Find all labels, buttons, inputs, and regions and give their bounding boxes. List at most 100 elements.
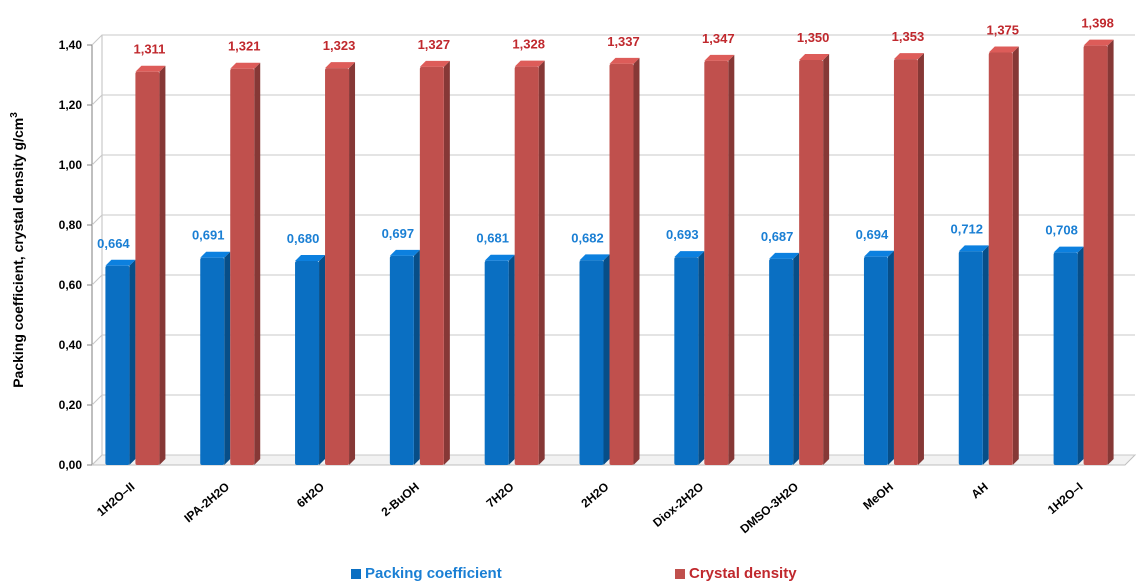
y-tick-label: 1,00 xyxy=(59,158,83,172)
bar-crystal-density-side xyxy=(443,60,450,466)
bar-crystal-density-side xyxy=(349,62,356,465)
x-category-label: 6H2O xyxy=(294,480,327,511)
bar-crystal-density xyxy=(988,46,1019,465)
bar-crystal-density-front xyxy=(419,66,444,466)
bar-crystal-density-top xyxy=(988,46,1019,53)
bar-packing-coefficient xyxy=(105,259,136,465)
bar-crystal-density-front xyxy=(609,63,634,466)
legend-swatch-density xyxy=(675,568,685,579)
bar-crystal-density xyxy=(135,65,166,465)
bar-packing-coefficient xyxy=(484,254,515,465)
x-category-label: 7H2O xyxy=(484,480,517,511)
y-tick-label: 0,60 xyxy=(59,278,83,292)
bar-crystal-density-front xyxy=(1083,45,1108,465)
bar-packing-coefficient-front xyxy=(958,251,983,465)
bar-crystal-density-front xyxy=(893,59,918,465)
bar-packing-coefficient-top xyxy=(200,251,231,258)
data-label-density: 1,337 xyxy=(607,34,640,49)
bar-packing-coefficient-front xyxy=(674,257,699,465)
gridline xyxy=(91,94,1135,106)
bar-crystal-density-top xyxy=(230,62,261,69)
data-label-density: 1,398 xyxy=(1081,16,1114,31)
bar-packing-coefficient xyxy=(1053,246,1084,465)
x-category-label: MeOH xyxy=(860,480,896,513)
bar-packing-coefficient-top xyxy=(674,251,705,258)
bar-crystal-density-front xyxy=(135,71,160,465)
bar-packing-coefficient xyxy=(200,251,231,465)
data-label-density: 1,350 xyxy=(797,30,830,45)
gridline xyxy=(91,154,1135,166)
bar-packing-coefficient-front xyxy=(769,258,794,465)
bar-crystal-density-top xyxy=(1083,39,1114,46)
data-label-packing: 0,693 xyxy=(666,227,699,242)
bar-packing-coefficient xyxy=(674,251,705,465)
bar-packing-coefficient-top xyxy=(863,250,894,257)
data-label-packing: 0,694 xyxy=(856,227,889,242)
data-label-packing: 0,664 xyxy=(97,236,130,251)
bar-crystal-density-top xyxy=(799,54,830,60)
data-label-packing: 0,697 xyxy=(382,226,415,241)
data-label-density: 1,321 xyxy=(228,39,261,54)
bar-packing-coefficient-top xyxy=(295,255,326,261)
bar-crystal-density xyxy=(325,62,356,465)
bar-crystal-density xyxy=(230,62,261,465)
y-tick-label: 0,80 xyxy=(59,218,83,232)
bar-packing-coefficient xyxy=(863,250,894,465)
data-label-density: 1,311 xyxy=(133,42,165,57)
bars-layer xyxy=(105,39,1114,466)
data-label-density: 1,347 xyxy=(702,31,735,46)
x-category-label: 2H2O xyxy=(578,480,611,511)
bar-crystal-density-top xyxy=(419,60,450,67)
data-label-packing: 0,680 xyxy=(287,231,320,246)
bar-crystal-density xyxy=(419,60,450,466)
bar-packing-coefficient-side xyxy=(887,250,894,465)
bar-crystal-density-side xyxy=(917,53,924,465)
y-tick-label: 0,40 xyxy=(59,338,83,352)
data-label-packing: 0,712 xyxy=(950,221,983,236)
bar-packing-coefficient xyxy=(389,249,420,465)
bar-crystal-density-front xyxy=(799,60,824,465)
legend-label-density: Crystal density xyxy=(689,565,797,582)
bar-packing-coefficient-side xyxy=(982,245,989,465)
bar-packing-coefficient-front xyxy=(295,261,320,465)
bar-packing-coefficient xyxy=(579,254,610,465)
bar-packing-coefficient-front xyxy=(1053,252,1078,465)
bar-packing-coefficient-front xyxy=(863,256,888,465)
bar-crystal-density-front xyxy=(230,68,255,465)
bar-packing-coefficient-top xyxy=(579,254,610,261)
bar-crystal-density-side xyxy=(633,57,640,466)
bar-crystal-density xyxy=(893,53,924,465)
bar-crystal-density xyxy=(704,54,735,466)
gridline xyxy=(91,214,1135,226)
x-category-label: 1H2O–I xyxy=(1045,480,1086,517)
bar-packing-coefficient-front xyxy=(389,255,414,465)
bar-crystal-density-front xyxy=(514,66,539,465)
bar-crystal-density-top xyxy=(135,65,166,72)
gridline xyxy=(91,34,1135,46)
legend-label-packing: Packing coefficient xyxy=(365,565,502,582)
legend-item-packing: Packing coefficient xyxy=(351,565,502,582)
bar-packing-coefficient-side xyxy=(603,254,610,465)
bar-crystal-density-top xyxy=(609,57,640,64)
bar-packing-coefficient-side xyxy=(1077,246,1084,465)
bar-crystal-density-top xyxy=(325,62,356,69)
x-category-label: DMSO-3H2O xyxy=(737,480,801,537)
bar-packing-coefficient-front xyxy=(105,265,130,465)
legend-item-density: Crystal density xyxy=(675,565,797,582)
x-category-label: IPA-2H2O xyxy=(181,480,232,526)
bar-packing-coefficient xyxy=(769,252,800,465)
legend-swatch-packing xyxy=(351,568,361,579)
bar-crystal-density xyxy=(1083,39,1114,465)
bar-packing-coefficient-side xyxy=(224,251,231,465)
y-tick-label: 1,40 xyxy=(59,38,83,52)
bar-crystal-density-side xyxy=(254,62,261,465)
bar-packing-coefficient-top xyxy=(389,249,420,256)
bar-crystal-density-front xyxy=(325,68,350,465)
data-label-packing: 0,682 xyxy=(571,230,604,245)
y-tick-label: 1,20 xyxy=(59,98,83,112)
bar-packing-coefficient xyxy=(958,245,989,465)
bar-packing-coefficient-side xyxy=(413,249,420,465)
y-tick-label: 0,00 xyxy=(59,458,83,472)
